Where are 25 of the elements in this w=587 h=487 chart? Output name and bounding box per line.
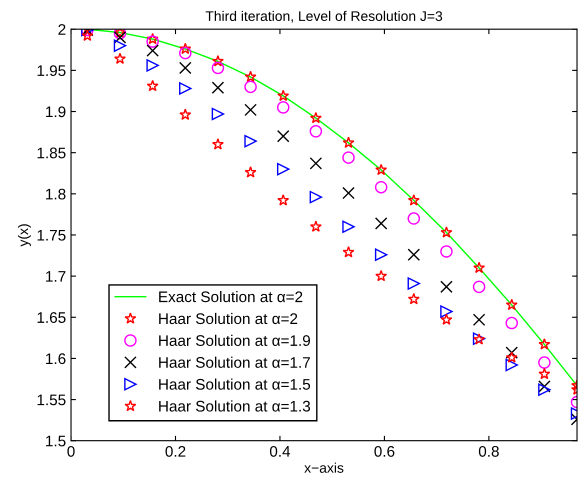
- y-axis-title: y(x): [18, 224, 31, 247]
- x-tick-label: 0.2: [165, 446, 186, 457]
- y-tick-label: 1.55: [38, 394, 66, 406]
- legend-label: Haar Solution at α=1.9: [159, 334, 310, 346]
- y-tick-label: 1.65: [38, 312, 66, 323]
- x-tick-label: 0.6: [374, 446, 394, 457]
- y-tick-label: 1.95: [38, 65, 66, 76]
- x-tick-label: 0.4: [270, 446, 290, 457]
- x-tick-label: 0.8: [478, 446, 499, 457]
- legend-label: Haar Solution at α=1.3: [159, 400, 310, 412]
- x-axis-title: x−axis: [304, 462, 344, 473]
- y-tick-label: 1.5: [46, 436, 66, 446]
- x-tick-label: 0: [67, 446, 75, 457]
- y-tick-label: 1.85: [38, 148, 66, 158]
- y-tick-label: 1.75: [38, 230, 66, 241]
- legend-label: Haar Solution at α=1.7: [159, 356, 310, 368]
- y-tick-label: 1.8: [46, 188, 66, 200]
- y-tick-label: 1.6: [46, 353, 66, 364]
- y-tick-label: 1.7: [46, 271, 66, 282]
- legend-label: Haar Solution at α=2: [159, 312, 298, 324]
- y-tick-label: 1.9: [46, 106, 66, 118]
- legend-label: Haar Solution at α=1.5: [159, 378, 310, 390]
- chart-title: Third iteration, Level of Resolution J=3: [206, 10, 442, 23]
- y-tick-label: 2: [58, 24, 66, 35]
- legend-label: Exact Solution at α=2: [159, 290, 302, 302]
